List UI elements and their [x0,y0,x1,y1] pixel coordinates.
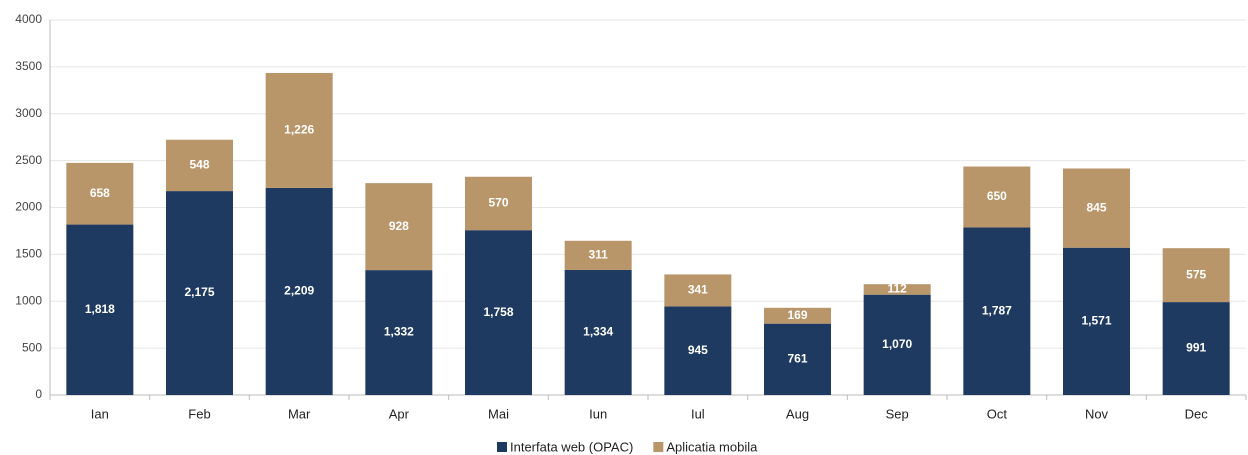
bar-segment [564,269,632,395]
bar-segment [166,191,233,395]
value-label: 845 [1086,200,1106,214]
bar-segment [664,274,732,307]
value-label: 1,226 [284,123,314,137]
y-tick-label: 2000 [15,200,42,214]
bar-segment [465,176,532,231]
bar-segment [265,187,333,395]
x-tick-label: Mai [488,406,509,421]
y-tick-label: 1500 [15,247,42,261]
x-tick-label: Mar [288,406,311,421]
value-label: 2,175 [184,285,214,299]
y-tick-label: 500 [22,340,42,354]
bar-segment [764,323,831,395]
x-tick-label: Iun [589,406,607,421]
value-label: 2,209 [284,284,314,298]
value-label: 1,332 [384,325,414,339]
value-label: 575 [1186,267,1206,281]
value-label: 311 [588,248,608,262]
bar-segment [1063,247,1130,395]
value-label: 761 [787,352,807,366]
bar-segment [963,166,1031,228]
x-tick-label: Iul [691,406,705,421]
x-tick-label: Nov [1085,406,1109,421]
value-label: 112 [887,282,907,296]
value-label: 945 [688,343,708,357]
value-label: 1,818 [85,302,115,316]
bar-segment [465,230,532,395]
y-tick-label: 4000 [15,12,42,26]
x-tick-label: Dec [1185,406,1209,421]
value-label: 1,070 [882,337,912,351]
bar-segment [1162,302,1230,395]
value-label: 548 [189,158,209,172]
x-tick-label: Sep [886,406,909,421]
x-tick-label: Aug [786,406,809,421]
bar-segment [365,183,433,271]
bar-segment [564,240,632,270]
bar-segment [265,72,333,188]
bar-segment [66,162,134,225]
bar-segment [963,227,1031,395]
value-label: 1,758 [483,305,513,319]
bar-segment [1162,248,1230,303]
value-label: 169 [787,308,807,322]
value-label: 1,787 [982,303,1012,317]
value-label: 650 [987,189,1007,203]
bar-segment [166,139,233,192]
y-tick-label: 3000 [15,106,42,120]
bar-segment [664,306,732,395]
bar-segment [66,224,134,395]
bar-segment [764,307,831,324]
legend-swatch [653,442,664,452]
bar-segment [863,284,931,295]
bar-segment [1063,168,1130,248]
x-tick-label: Feb [188,406,210,421]
y-tick-label: 1000 [15,293,42,307]
value-label: 1,334 [583,325,613,339]
value-label: 928 [389,219,409,233]
x-tick-label: Apr [389,406,410,421]
value-label: 570 [488,196,508,210]
value-label: 658 [90,186,110,200]
y-tick-label: 2500 [15,153,42,167]
legend-label: Interfata web (OPAC) [510,439,633,454]
value-label: 1,571 [1081,314,1111,328]
bar-segment [863,294,931,395]
x-tick-label: Ian [91,406,109,421]
legend-swatch [497,442,507,452]
value-label: 341 [688,283,708,297]
y-tick-label: 0 [35,387,42,401]
legend-label: Aplicatia mobila [666,439,758,454]
bar-segment [365,270,433,395]
value-label: 991 [1186,341,1206,355]
y-tick-label: 3500 [15,59,42,73]
x-tick-label: Oct [987,406,1008,421]
